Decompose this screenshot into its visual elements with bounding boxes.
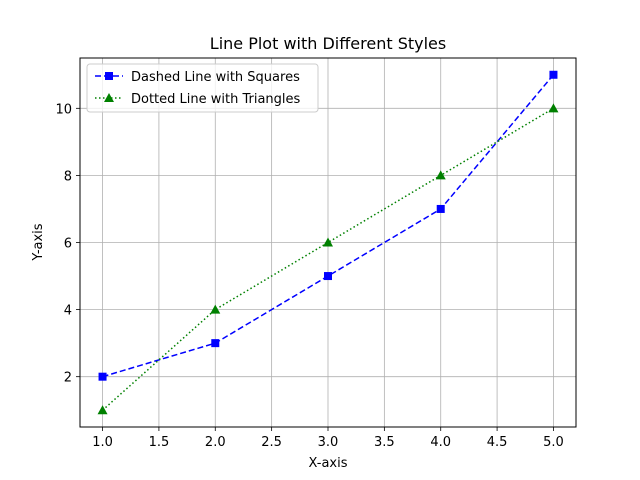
x-tick-label: 3.5: [374, 435, 395, 450]
legend-square-marker: [105, 72, 113, 80]
x-axis-title: X-axis: [309, 456, 348, 471]
x-tick-label: 4.0: [430, 435, 451, 450]
legend-box: [86, 63, 319, 113]
dotted-series-line: [102, 107, 554, 411]
triangle-data-point: [97, 405, 108, 415]
triangle-data-point: [435, 170, 446, 180]
square-data-point: [324, 272, 332, 281]
y-tick-label: 4: [64, 304, 72, 319]
x-tick-label: 3.0: [318, 435, 339, 450]
x-tick-label: 1.5: [149, 435, 170, 450]
x-tick-label: 5.0: [543, 435, 564, 450]
triangle-data-point: [323, 237, 333, 247]
chart-title: Line Plot with Different Styles: [210, 34, 446, 53]
legend-triangle-marker: [104, 93, 114, 102]
legend: Dashed Line with Squares Dotted Line wit…: [86, 63, 319, 113]
x-tick-label: 4.5: [487, 435, 508, 450]
square-data-point: [549, 70, 558, 79]
series-layer: [97, 70, 559, 415]
square-data-point: [211, 339, 220, 348]
grid: [80, 58, 576, 427]
legend-label-dotted-triangles: Dotted Line with Triangles: [131, 92, 301, 107]
triangle-data-point: [548, 103, 559, 113]
legend-entry-dotted-triangles: Dotted Line with Triangles: [95, 92, 301, 107]
axis-ticks: 1.0 1.5 2.0 2.5 3.0 3.5 4.0 4.5 5.0 2 4 6 8 10: [55, 102, 563, 450]
y-tick-label: 6: [64, 237, 72, 252]
x-tick-label: 2.0: [205, 435, 226, 450]
square-data-point: [436, 204, 445, 213]
x-tick-label: 1.0: [92, 435, 113, 450]
legend-entry-dashed-squares: Dashed Line with Squares: [95, 70, 300, 85]
y-tick-label: 10: [55, 102, 72, 117]
legend-label-dashed-squares: Dashed Line with Squares: [131, 70, 300, 85]
y-tick-label: 8: [64, 169, 72, 184]
y-axis-title: Y-axis: [31, 223, 46, 261]
y-tick-label: 2: [64, 371, 72, 386]
triangle-data-point: [210, 304, 221, 314]
x-tick-label: 2.5: [261, 435, 282, 450]
square-data-point: [98, 372, 107, 381]
